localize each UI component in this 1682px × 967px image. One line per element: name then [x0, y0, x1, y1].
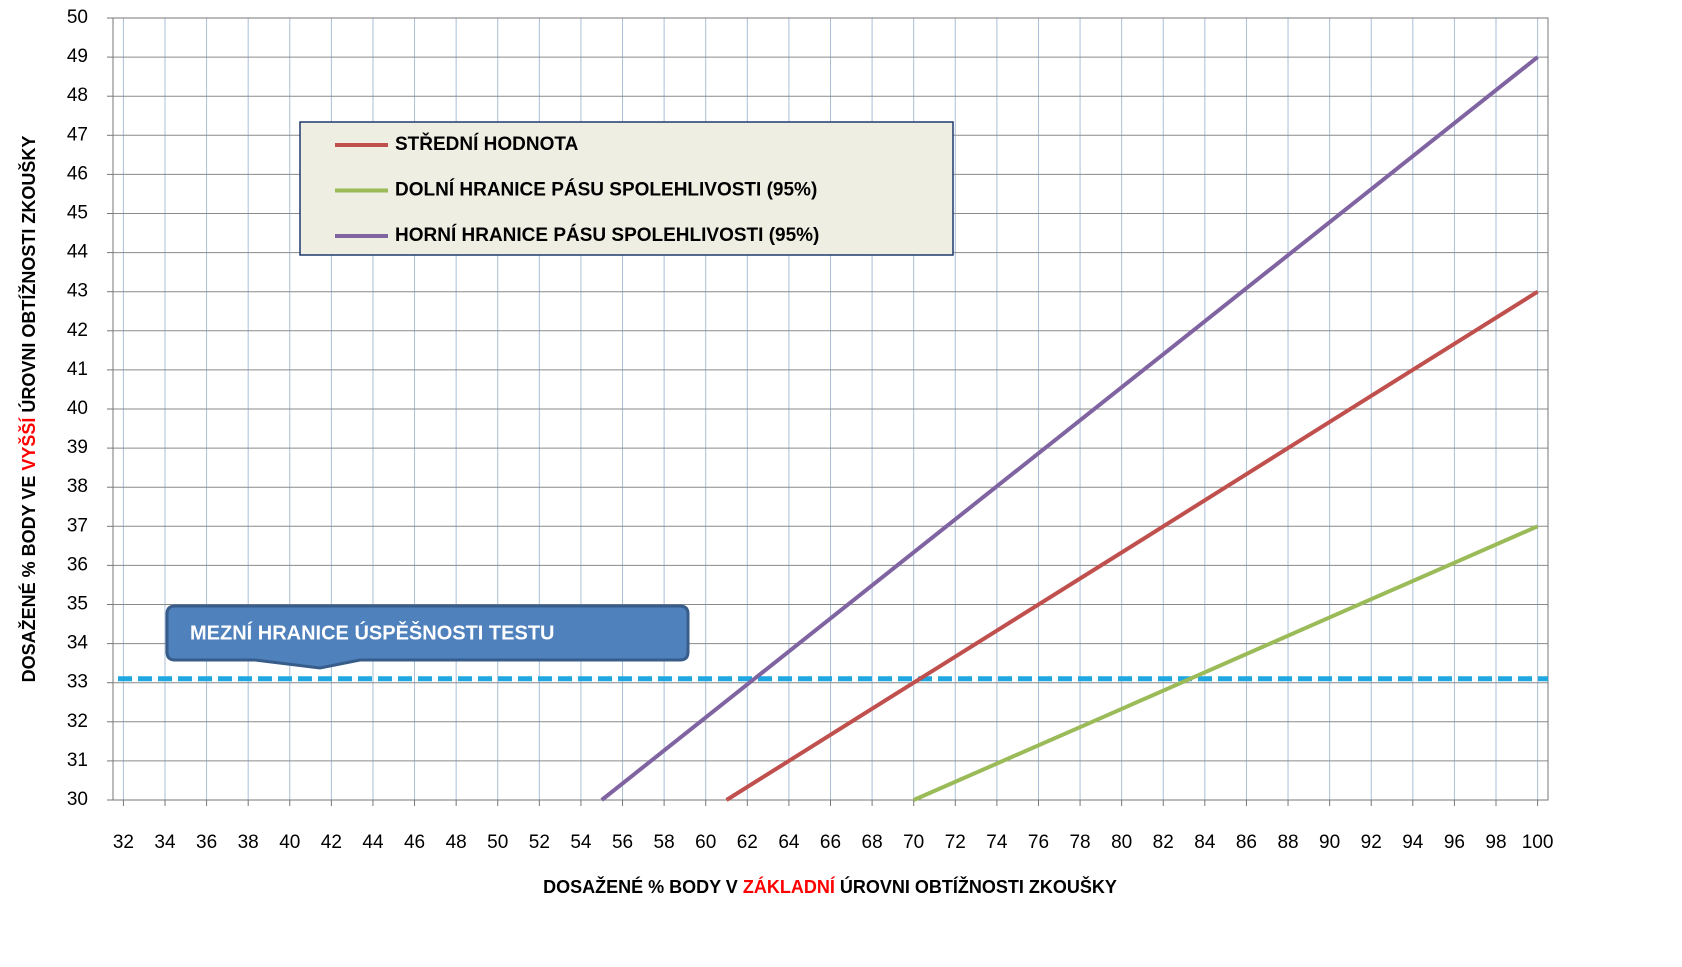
x-tick-label: 76 — [1028, 832, 1049, 853]
y-tick-label: 35 — [67, 594, 88, 615]
legend: STŘEDNÍ HODNOTA DOLNÍ HRANICE PÁSU SPOLEH… — [335, 133, 819, 246]
x-tick-label: 88 — [1277, 832, 1298, 853]
x-tick-label: 56 — [612, 832, 633, 853]
legend-label: HORNÍ HRANICE PÁSU SPOLEHLIVOSTI (95%) — [395, 224, 819, 246]
y-tick-label: 38 — [67, 476, 88, 497]
x-tick-label: 82 — [1153, 832, 1174, 853]
y-tick-label: 33 — [67, 672, 88, 693]
x-tick-label: 86 — [1236, 832, 1257, 853]
plot-frame — [112, 17, 1549, 801]
y-tick-label: 47 — [67, 124, 88, 145]
x-tick-label: 40 — [279, 832, 300, 853]
y-tick-label: 44 — [67, 242, 89, 263]
x-tick-label: 64 — [778, 832, 800, 853]
x-tick-label: 72 — [945, 832, 966, 853]
series-line — [600, 55, 1539, 802]
legend-box — [299, 121, 954, 256]
legend-label: DOLNÍ HRANICE PÁSU SPOLEHLIVOSTI (95%) — [395, 179, 817, 201]
series-line — [725, 290, 1539, 802]
annotation-text: MEZNÍ HRANICE ÚSPĚŠNOSTI TESTU — [190, 620, 554, 644]
x-axis-label: DOSAŽENÉ % BODY V ZÁKLADNÍ ÚROVNI OBTÍŽN… — [543, 876, 1117, 897]
y-tick-label: 45 — [67, 203, 88, 224]
x-tick-label: 42 — [321, 832, 342, 853]
x-tick-label: 50 — [487, 832, 508, 853]
y-tick-label: 32 — [67, 711, 88, 732]
x-axis-label-highlight: ZÁKLADNÍ — [743, 876, 836, 897]
x-tick-label: 48 — [446, 832, 467, 853]
plot — [118, 55, 1548, 802]
x-tick-label: 62 — [737, 832, 758, 853]
y-axis-label-part: ÚROVNI OBTÍŽNOSTI ZKOUŠKY — [18, 136, 39, 413]
x-tick-label: 100 — [1522, 832, 1554, 853]
x-tick-label: 52 — [529, 832, 550, 853]
y-tick-label: 42 — [67, 320, 88, 341]
x-tick-label: 68 — [862, 832, 883, 853]
x-tick-label: 36 — [196, 832, 217, 853]
x-tick-label: 60 — [695, 832, 716, 853]
x-tick-label: 92 — [1361, 832, 1382, 853]
y-tick-label: 50 — [67, 7, 88, 28]
x-tick-label: 38 — [238, 832, 259, 853]
x-axis-label-part: DOSAŽENÉ % BODY V — [543, 876, 738, 897]
y-tick-label: 34 — [67, 633, 89, 654]
x-tick-label: 46 — [404, 832, 425, 853]
y-tick-label: 30 — [67, 789, 88, 810]
x-axis-label-part: ÚROVNI OBTÍŽNOSTI ZKOUŠKY — [840, 876, 1117, 897]
y-tick-label: 40 — [67, 398, 88, 419]
y-tick-label: 36 — [67, 554, 88, 575]
y-tick-label: 46 — [67, 163, 88, 184]
x-tick-label: 58 — [654, 832, 675, 853]
x-tick-label: 84 — [1194, 832, 1216, 853]
y-tick-label: 43 — [67, 281, 88, 302]
y-tick-label: 48 — [67, 85, 88, 106]
x-tick-label: 32 — [113, 832, 134, 853]
x-tick-label: 80 — [1111, 832, 1132, 853]
y-axis-label-highlight: VYŠŠÍ — [18, 417, 39, 471]
y-tick-label: 49 — [67, 46, 88, 67]
y-axis-label: DOSAŽENÉ % BODY VE VYŠŠÍ ÚROVNI OBTÍŽNOS… — [18, 136, 39, 683]
x-tick-label: 96 — [1444, 832, 1465, 853]
x-tick-label: 78 — [1069, 832, 1090, 853]
y-tick-label: 39 — [67, 437, 88, 458]
series-line — [912, 524, 1539, 802]
x-tick-label: 44 — [362, 832, 384, 853]
x-tick-label: 98 — [1485, 832, 1506, 853]
x-tick-label: 34 — [154, 832, 176, 853]
x-tick-label: 94 — [1402, 832, 1424, 853]
legend-label: STŘEDNÍ HODNOTA — [395, 133, 579, 155]
x-tick-label: 70 — [903, 832, 924, 853]
x-tick-label: 90 — [1319, 832, 1340, 853]
annotation-callout — [165, 604, 690, 670]
y-tick-label: 37 — [67, 515, 88, 536]
y-axis-label-part: DOSAŽENÉ % BODY VE — [18, 476, 39, 683]
x-tick-label: 54 — [570, 832, 592, 853]
y-tick-label: 31 — [67, 750, 88, 771]
y-tick-label: 41 — [67, 359, 88, 380]
x-tick-label: 74 — [986, 832, 1008, 853]
x-tick-label: 66 — [820, 832, 841, 853]
